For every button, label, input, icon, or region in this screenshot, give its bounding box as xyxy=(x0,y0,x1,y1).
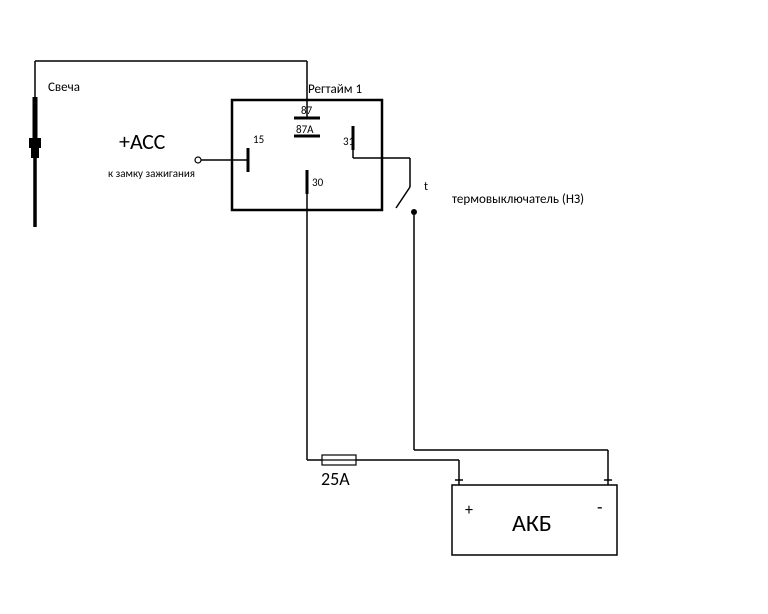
thermoswitch-blade xyxy=(396,187,410,208)
label-fuse: 25А xyxy=(321,468,350,490)
thermoswitch-contact xyxy=(411,209,417,215)
label-batt_minus: - xyxy=(597,496,603,518)
label-battery: АКБ xyxy=(512,509,552,538)
label-pin31: 31 xyxy=(343,135,355,148)
glow-plug-collar xyxy=(31,148,39,158)
label-thermo: термовыключатель (НЗ) xyxy=(452,192,584,207)
label-pin15: 15 xyxy=(253,133,264,146)
label-pin30: 30 xyxy=(312,176,324,189)
label-acc_sub: к замку зажигания xyxy=(108,167,195,180)
label-relay_title: Регтайм 1 xyxy=(308,82,362,97)
label-pin87A: 87А xyxy=(296,123,314,136)
glow-plug-hex xyxy=(29,138,41,148)
acc-terminal xyxy=(195,157,201,163)
label-pin87: 87 xyxy=(301,104,313,117)
label-thermo_t: t xyxy=(424,180,428,194)
label-acc: +АСС xyxy=(119,128,166,155)
label-batt_plus: + xyxy=(465,501,473,520)
label-candle: Свеча xyxy=(48,80,80,95)
